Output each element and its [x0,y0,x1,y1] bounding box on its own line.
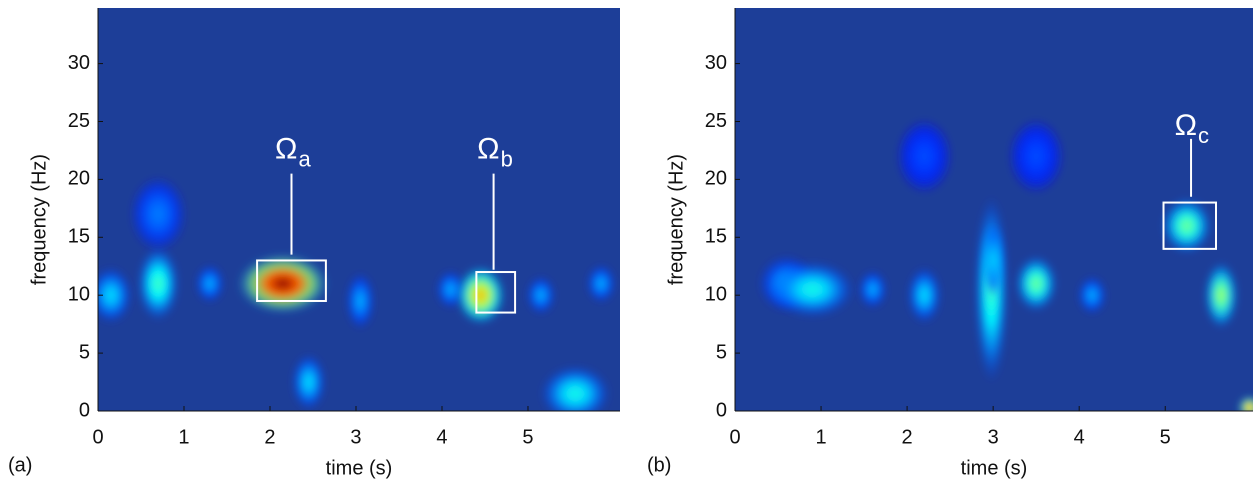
spectral-peak [541,366,610,422]
spectral-peak [1162,198,1212,254]
annotation-symbol: Ω [1175,109,1197,142]
x-tick-label: 5 [522,426,533,448]
y-axis-label: frequency (Hz) [665,154,687,285]
spectral-peak [587,265,615,302]
spectral-peak [527,277,555,314]
spectral-peak [908,267,941,323]
x-axis-label: time (s) [326,457,393,479]
y-tick-label: 15 [705,226,727,248]
y-tick-label: 5 [79,341,90,363]
y-tick-label: 20 [705,168,727,190]
annotation-symbol: Ω [275,132,297,165]
spectral-peak [131,177,186,251]
spectral-peak [1078,277,1106,314]
y-tick-label: 25 [68,110,90,132]
x-tick-label: 0 [92,426,103,448]
y-tick-label: 0 [716,399,727,421]
spectral-peak [859,271,887,308]
spectral-peak [1016,256,1057,312]
annotation-subscript: b [501,146,513,171]
spectral-peak [1009,119,1064,193]
x-tick-label: 2 [264,426,275,448]
x-tick-label: 3 [988,426,999,448]
x-tick-label: 1 [178,426,189,448]
y-tick-label: 30 [705,52,727,74]
spectral-peak [897,119,952,193]
annotation-subscript: c [1198,123,1209,148]
y-tick-label: 10 [705,283,727,305]
x-tick-label: 3 [350,426,361,448]
panel-label: (a) [8,454,32,476]
x-tick-label: 4 [436,426,447,448]
y-tick-label: 15 [68,226,90,248]
spectral-peak [771,262,854,318]
spectral-peak [347,273,375,329]
spectral-peak [456,266,506,325]
spectral-peak [196,265,224,302]
spectral-peak [138,247,179,321]
y-axis-label: frequency (Hz) [28,154,50,285]
spectral-peak [237,254,328,313]
spectral-peak [292,354,325,410]
annotation-symbol: Ω [477,132,499,165]
y-tick-label: 10 [68,283,90,305]
figure: 012345051015202530time (s)frequency (Hz)… [0,0,1253,491]
y-tick-label: 25 [705,110,727,132]
x-tick-label: 0 [729,426,740,448]
panel: 0 1 2 3 4 5 0 5 10 15 20 25 30 time (s) frequency (Hz)… [8,8,620,479]
x-tick-label: 4 [1074,426,1085,448]
y-tick-label: 0 [79,399,90,421]
x-axis-label: time (s) [961,457,1028,479]
panel: 0 1 2 3 4 5 0 5 10 15 20 25 30 time (s) frequency (Hz)… [647,8,1253,479]
spectral-peak [90,267,131,323]
annotation-subscript: a [298,146,311,171]
page: 012345051015202530time (s)frequency (Hz)… [0,0,1253,491]
x-tick-label: 5 [1160,426,1171,448]
y-tick-label: 20 [68,168,90,190]
y-tick-label: 5 [716,341,727,363]
panel-label: (b) [647,454,671,476]
spectral-peak [1205,262,1238,329]
x-tick-label: 2 [902,426,913,448]
y-tick-label: 30 [68,52,90,74]
spectral-peak [982,223,1004,297]
x-tick-label: 1 [815,426,826,448]
